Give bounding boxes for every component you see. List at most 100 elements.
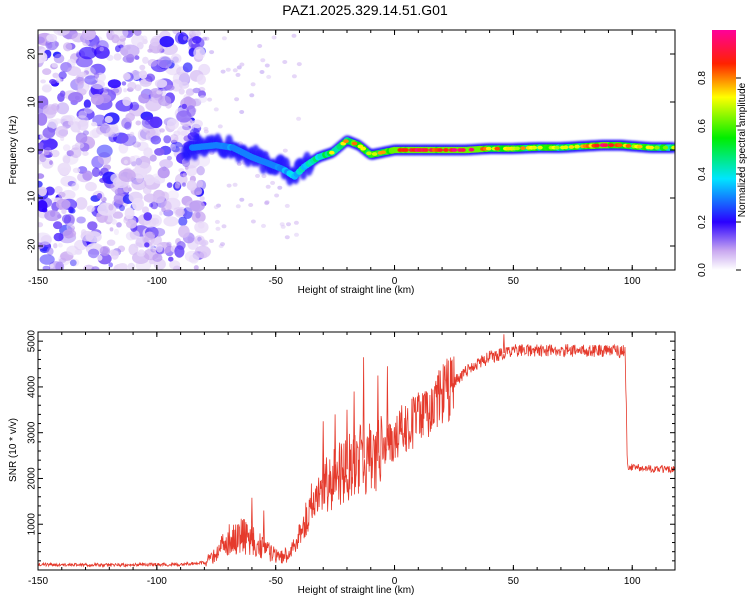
noise-speckle	[53, 221, 63, 230]
noise-speckle	[189, 30, 200, 36]
noise-speckle	[249, 93, 255, 98]
noise-speckle	[72, 167, 81, 173]
noise-speckle	[209, 50, 215, 55]
ridge-peak	[494, 146, 501, 151]
noise-speckle	[97, 202, 117, 216]
noise-speckle	[128, 187, 132, 192]
noise-speckle	[139, 64, 146, 71]
ridge-peak	[625, 144, 632, 148]
noise-speckle	[70, 147, 82, 159]
noise-speckle	[122, 96, 132, 107]
noise-speckle	[144, 231, 156, 241]
noise-speckle	[152, 194, 165, 204]
noise-speckle	[59, 90, 66, 97]
noise-speckle	[198, 95, 208, 103]
noise-speckle	[108, 204, 114, 211]
noise-speckle	[213, 107, 219, 112]
noise-speckle	[82, 39, 90, 47]
noise-speckle	[98, 171, 103, 177]
noise-speckle	[160, 200, 172, 212]
noise-speckle	[122, 72, 131, 81]
noise-speckle	[239, 62, 245, 67]
snr-x-label: Height of straight line (km)	[298, 585, 415, 596]
noise-speckle	[123, 88, 127, 93]
noise-speckle	[174, 182, 180, 189]
noise-speckle	[166, 182, 173, 189]
noise-speckle	[106, 126, 120, 138]
ridge-peak	[380, 150, 386, 155]
noise-speckle	[38, 113, 48, 126]
noise-speckle	[51, 62, 58, 68]
noise-speckle	[171, 146, 180, 153]
noise-speckle	[96, 144, 113, 158]
ridge-peak	[594, 143, 600, 148]
noise-speckle	[178, 88, 185, 95]
noise-speckle	[38, 222, 44, 228]
noise-speckle	[152, 253, 163, 262]
x-tick-label: -50	[268, 276, 283, 287]
noise-speckle	[225, 67, 231, 72]
noise-speckle	[199, 196, 205, 201]
noise-speckle	[129, 131, 135, 137]
noise-speckle	[83, 66, 96, 80]
noise-speckle	[66, 150, 74, 156]
noise-speckle	[121, 133, 137, 147]
noise-speckle	[156, 90, 163, 95]
noise-speckle	[56, 102, 70, 115]
colorbar-tick-label: 0.2	[697, 215, 708, 229]
noise-speckle	[53, 232, 64, 242]
noise-speckle	[58, 242, 63, 248]
noise-speckle	[82, 151, 89, 157]
noise-speckle	[143, 193, 157, 203]
noise-speckle	[42, 127, 56, 139]
noise-speckle	[57, 162, 72, 175]
ridge-peak	[617, 143, 623, 148]
noise-speckle	[191, 119, 203, 129]
noise-speckle	[38, 186, 47, 197]
y-tick-label: -10	[27, 190, 38, 205]
noise-speckle	[195, 212, 201, 219]
noise-speckle	[123, 159, 128, 165]
noise-speckle	[123, 216, 137, 225]
ridge-peak	[329, 150, 335, 155]
spectrogram-ridge-layer	[181, 133, 675, 186]
noise-speckle	[236, 161, 242, 166]
noise-speckle	[158, 95, 172, 107]
noise-speckle	[91, 79, 105, 90]
ridge-peak	[608, 143, 615, 148]
noise-speckle	[39, 254, 55, 265]
noise-speckle	[166, 155, 172, 161]
spectrogram-x-axis: -150 -100 -50 0 50 100	[28, 30, 657, 287]
noise-speckle	[91, 121, 98, 127]
noise-speckle	[159, 211, 163, 216]
noise-speckle	[42, 83, 52, 93]
spectrogram-y-axis: -20 -10 0 10 20	[27, 48, 675, 253]
noise-speckle	[129, 101, 140, 111]
ridge-peak	[520, 146, 526, 151]
noise-speckle	[75, 132, 88, 144]
noise-speckle	[202, 36, 208, 41]
ridge-peak	[671, 145, 675, 150]
snr-series-line	[38, 334, 675, 569]
noise-speckle	[46, 38, 51, 43]
x-tick-label: -100	[147, 576, 167, 587]
noise-speckle	[150, 135, 162, 145]
ridge-peak	[423, 148, 429, 152]
noise-speckle	[68, 92, 84, 103]
noise-speckle	[192, 36, 202, 44]
noise-speckle	[91, 167, 101, 177]
noise-speckle	[174, 245, 185, 258]
ridge-peak	[554, 145, 560, 150]
noise-speckle	[284, 203, 290, 208]
noise-speckle	[186, 180, 197, 191]
snr-panel: -150 -100 -50 0 50 100 1000 2000 3000 4000 5000 H…	[8, 330, 676, 596]
noise-speckle	[120, 44, 140, 58]
colorbar: 0.0 0.2 0.4 0.6 0.8 Normalized spectral ampl…	[697, 30, 748, 277]
noise-speckle	[87, 221, 98, 231]
x-tick-label: -150	[28, 576, 48, 587]
noise-speckle	[109, 249, 116, 256]
noise-speckle	[236, 65, 242, 70]
noise-speckle	[239, 110, 245, 114]
spectrogram-y-label: Frequency (Hz)	[8, 116, 19, 185]
